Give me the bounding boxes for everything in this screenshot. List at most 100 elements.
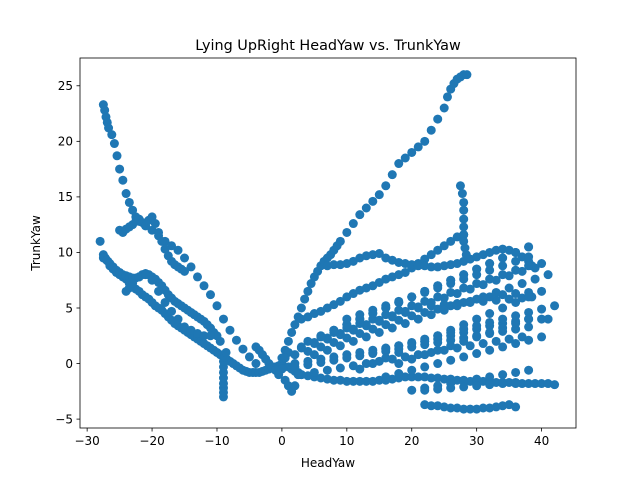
data-point — [274, 370, 284, 380]
data-point — [407, 292, 417, 302]
data-point — [199, 331, 209, 341]
data-point — [459, 404, 469, 414]
data-point — [485, 327, 495, 337]
data-point — [361, 376, 371, 386]
data-point — [420, 362, 430, 372]
data-point — [335, 341, 345, 351]
data-point — [485, 372, 495, 382]
data-point — [381, 372, 391, 382]
y-tick-label: 10 — [58, 246, 73, 260]
data-point — [498, 314, 508, 324]
data-point — [442, 92, 452, 102]
data-point — [150, 219, 160, 229]
data-point — [511, 402, 521, 412]
data-point — [355, 210, 365, 220]
data-point — [524, 314, 534, 324]
x-axis: −30 −20 −10 0 10 20 30 40 — [74, 428, 549, 448]
data-point — [309, 367, 319, 377]
data-point — [498, 342, 508, 352]
data-point — [511, 339, 521, 349]
data-point — [160, 244, 170, 254]
data-point — [420, 254, 430, 264]
data-point — [173, 314, 183, 324]
data-point — [446, 287, 456, 297]
data-point — [342, 353, 352, 363]
data-point — [322, 365, 332, 375]
data-point — [167, 306, 177, 316]
data-point — [335, 236, 345, 246]
data-point — [180, 253, 190, 263]
data-point — [329, 325, 339, 335]
data-point — [537, 259, 547, 269]
data-point — [511, 319, 521, 329]
data-point — [173, 245, 183, 255]
data-point — [381, 181, 391, 191]
data-point — [342, 314, 352, 324]
data-point — [511, 377, 521, 387]
data-point — [462, 70, 472, 80]
data-point — [342, 227, 352, 237]
data-point — [459, 205, 469, 215]
data-point — [511, 311, 521, 321]
data-point — [407, 354, 417, 364]
data-point — [205, 290, 215, 300]
data-point — [465, 341, 475, 351]
data-point — [524, 365, 534, 375]
data-point — [355, 364, 365, 374]
data-point — [433, 245, 443, 255]
data-point — [407, 385, 417, 395]
data-point — [446, 301, 456, 311]
data-point — [485, 292, 495, 302]
data-point — [348, 219, 358, 229]
y-axis-label: TrunkYaw — [29, 215, 43, 272]
data-point — [517, 252, 527, 262]
data-point — [128, 205, 138, 215]
data-point — [478, 292, 488, 302]
data-point — [504, 334, 514, 344]
data-point — [361, 359, 371, 369]
data-point — [446, 236, 456, 246]
data-point — [530, 274, 540, 284]
y-axis: −5 0 5 10 15 20 25 — [55, 79, 80, 426]
data-point — [147, 275, 157, 285]
data-point — [193, 272, 203, 282]
data-point — [439, 241, 449, 251]
x-tick-label: 30 — [469, 434, 484, 448]
data-point — [215, 336, 225, 346]
data-point — [387, 323, 397, 333]
data-point — [472, 270, 482, 280]
data-point — [212, 301, 222, 311]
data-point — [517, 279, 527, 289]
data-point — [112, 151, 122, 161]
data-point — [141, 270, 151, 280]
data-point — [400, 319, 410, 329]
data-point — [511, 297, 521, 307]
data-point — [459, 274, 469, 284]
data-point — [491, 336, 501, 346]
x-axis-label: HeadYaw — [301, 456, 355, 470]
data-point — [400, 153, 410, 163]
data-point — [530, 379, 540, 389]
data-point — [426, 125, 436, 135]
data-point — [524, 292, 534, 302]
data-point — [394, 341, 404, 351]
data-point — [511, 247, 521, 257]
data-point — [524, 242, 534, 252]
data-point — [498, 261, 508, 271]
data-point — [472, 332, 482, 342]
data-point — [300, 294, 310, 304]
data-point — [446, 355, 456, 365]
data-point — [446, 327, 456, 337]
data-point — [231, 335, 241, 345]
data-point — [478, 403, 488, 413]
y-tick-label: 0 — [65, 357, 73, 371]
data-point — [104, 123, 114, 133]
data-point — [381, 344, 391, 354]
data-point — [433, 337, 443, 347]
data-point — [394, 159, 404, 169]
data-point — [180, 266, 190, 276]
chart-title: Lying UpRight HeadYaw vs. TrunkYaw — [195, 38, 461, 54]
x-tick-label: −10 — [204, 434, 229, 448]
data-point — [433, 292, 443, 302]
data-point — [433, 114, 443, 124]
